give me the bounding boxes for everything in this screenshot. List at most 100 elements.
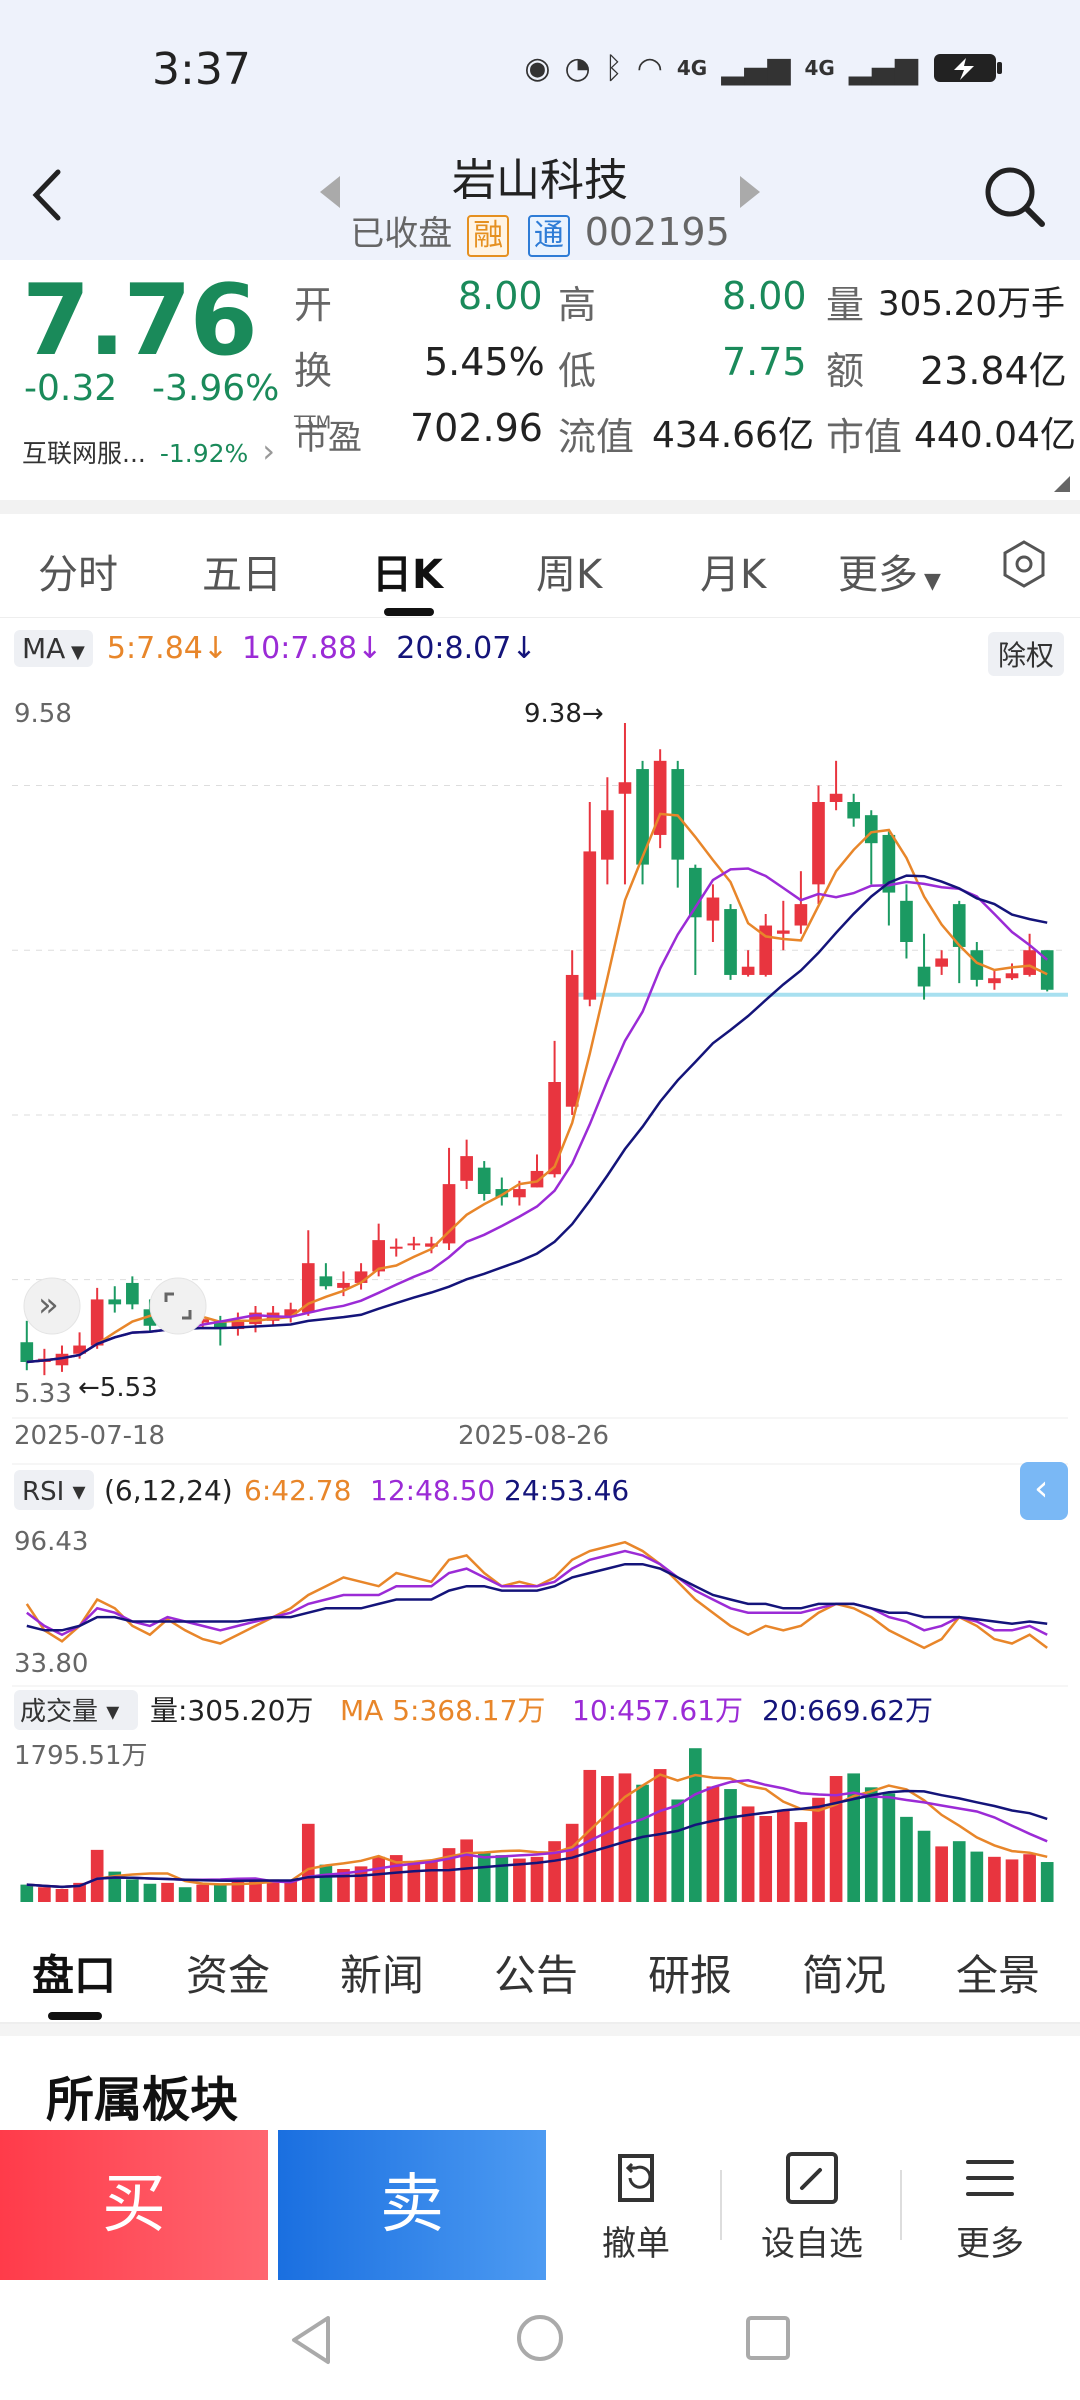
tab-funds[interactable]: 资金 [186, 1951, 271, 2000]
candle-body [935, 958, 948, 967]
tab-monthly-k[interactable]: 月K [700, 552, 767, 598]
nav-back-icon[interactable] [286, 2312, 336, 2368]
quote-panel: 7.76 -0.32 -3.96% 互联网服... -1.92% › 开 8.00 … [0, 260, 1080, 500]
rsi12-value: 12:48.50 [370, 1474, 495, 1507]
tab-more[interactable]: 更多 ▼ [838, 552, 941, 598]
settings-hex-icon[interactable] [996, 536, 1052, 592]
tab-research[interactable]: 研报 [648, 1951, 733, 2000]
x-label-mid: 2025-08-26 [458, 1421, 609, 1451]
tab-announcements[interactable]: 公告 [494, 1951, 579, 2000]
speed-icon: ◔ [564, 50, 591, 86]
stock-code: 002195 [584, 210, 730, 254]
collapse-panel-button [1020, 1462, 1068, 1520]
high-annotation: 9.38→ [524, 699, 604, 729]
search-icon[interactable] [976, 158, 1052, 234]
volume-bar [495, 1855, 509, 1902]
stock-name: 岩山科技 [452, 155, 628, 206]
rsi-selector [14, 1470, 94, 1510]
volume-bar [724, 1789, 737, 1902]
volume-bar [126, 1879, 139, 1902]
nav-recents-icon[interactable] [744, 2314, 792, 2362]
rsi-y-min: 33.80 [14, 1649, 88, 1679]
y-min-label: 5.33 [14, 1379, 72, 1409]
candle-body [636, 769, 649, 865]
tab-weekly-k[interactable]: 周K [536, 552, 603, 598]
vol-ma5-value: MA 5:368.17万 [340, 1694, 545, 1727]
candle-body [706, 897, 720, 921]
tab-five-day[interactable]: 五日 [202, 552, 282, 598]
sector-pct: -1.92% [159, 439, 249, 468]
fullscreen-icon [164, 1292, 192, 1320]
tab-news[interactable]: 新闻 [340, 1951, 425, 2000]
market-status: 已收盘 [350, 214, 453, 254]
ma20-line [26, 874, 1048, 1364]
ma-selector[interactable]: MA ▼ [14, 630, 93, 667]
prev-stock-icon[interactable] [320, 176, 340, 208]
tab-overview[interactable]: 全景 [956, 1951, 1041, 2000]
kline-chart[interactable]: 9.58 5.33 9.38→ ←5.53 2025-07-18 2025-08-26 » R… [0, 618, 1080, 1904]
section-title: 所属板块 [46, 2072, 239, 2128]
candle-body [776, 930, 790, 934]
candle-body [601, 810, 614, 860]
buy-button[interactable]: 买 [0, 2130, 268, 2280]
candle-body [389, 1246, 403, 1249]
volume-bar [565, 1823, 579, 1902]
vol-ma10-value: 10:457.61万 [572, 1694, 743, 1727]
next-stock-icon[interactable] [740, 176, 760, 208]
wifi-icon: ◠ [636, 50, 663, 86]
candle-body [812, 802, 825, 885]
volume-bar [284, 1880, 298, 1902]
rsi24-line [26, 1562, 1048, 1632]
divider [0, 500, 1080, 514]
caret-down-icon: ▼ [924, 569, 941, 594]
candle-body [354, 1271, 368, 1283]
candle-body [864, 815, 878, 844]
sector-link[interactable]: 互联网服... -1.92% › [22, 432, 275, 470]
volume-bar [776, 1810, 790, 1902]
tab-daily-k[interactable]: 日K [372, 552, 443, 598]
volume-value: 305.20万手 [878, 284, 1065, 324]
expand-corner-icon[interactable] [1054, 476, 1070, 492]
network-label-1: 4G [676, 56, 708, 80]
ma10-value: 10:7.88↓ [242, 631, 383, 666]
quote-row: 市盈 TTM 702.96 流值 434.66亿 市值 440.04亿 [294, 406, 1076, 472]
tab-orderbook[interactable]: 盘口 [32, 1951, 117, 2000]
volume-bar [178, 1887, 192, 1902]
candle-body [20, 1342, 34, 1362]
candle-body [1023, 950, 1036, 975]
volume-bar [759, 1815, 773, 1902]
candle-body [460, 1156, 473, 1181]
volume-y-max: 1795.51万 [14, 1741, 148, 1771]
more-button[interactable]: 更多 [930, 2148, 1050, 2265]
candle-body [583, 851, 597, 1000]
tab-underline [384, 608, 434, 616]
adjust-selector[interactable]: 除权 [987, 632, 1064, 676]
back-icon[interactable] [20, 160, 76, 230]
tab-intraday[interactable]: 分时 [38, 552, 118, 598]
volume-bar [917, 1830, 931, 1902]
network-label-2: 4G [804, 56, 835, 80]
candle-body [73, 1345, 86, 1354]
detail-tabs: 盘口 资金 新闻 公告 研报 简况 全景 [0, 1904, 1080, 2024]
add-watchlist-button[interactable]: 设自选 [752, 2148, 872, 2265]
float-cap-label: 流值 [558, 415, 635, 459]
cancel-order-button[interactable]: 撤单 [576, 2148, 696, 2265]
cancel-order-icon [618, 2154, 654, 2202]
candle-body [548, 1082, 561, 1175]
high-value: 8.00 [722, 274, 807, 318]
tab-profile[interactable]: 简况 [802, 1951, 887, 2000]
y-max-label: 9.58 [14, 699, 72, 729]
sell-button[interactable]: 卖 [278, 2130, 546, 2280]
volume-bar [706, 1786, 720, 1902]
nav-home-icon[interactable] [514, 2312, 566, 2364]
volume-bar [864, 1787, 878, 1902]
divider [720, 2170, 722, 2240]
divider [0, 2024, 1080, 2036]
candle-body [988, 978, 1001, 984]
volume-bar [38, 1887, 51, 1902]
market-cap-value: 440.04亿 [914, 415, 1076, 456]
candle-body [319, 1276, 333, 1287]
candle-body [724, 909, 737, 975]
candle-body [196, 1319, 210, 1323]
volume-bar [460, 1839, 473, 1902]
